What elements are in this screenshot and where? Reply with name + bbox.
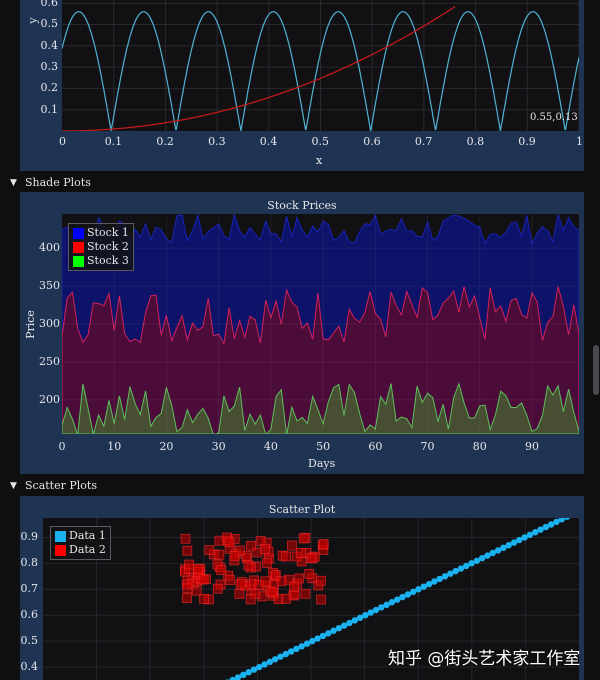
legend-item-stock-2[interactable]: Stock 2 <box>73 240 129 254</box>
y-tick-label: 0.6 <box>20 608 39 622</box>
scatter-plot-frame: Scatter Plot Data 1 Data 2 0.4 0.5 0.6 0.7 0… <box>20 496 584 680</box>
y-tick-label: 0.2 <box>40 81 59 95</box>
line-plot-frame: 0.55,0.13 0 0.1 0.2 0.3 0.4 0.5 0.6 0.7 0.8 0.9 1 … <box>20 0 584 171</box>
y-tick-label: 0.3 <box>40 60 59 74</box>
scatter-plots-header[interactable]: ▼ Scatter Plots <box>0 477 592 495</box>
x-tick-label: 20 <box>159 440 174 453</box>
legend-item-data-1[interactable]: Data 1 <box>55 529 106 543</box>
legend-item-data-2[interactable]: Data 2 <box>55 543 106 557</box>
x-tick-label: 50 <box>316 440 331 453</box>
x-tick-label: 0.1 <box>104 135 123 148</box>
x-tick-label: 30 <box>211 440 226 453</box>
x-tick-label: 0.2 <box>156 135 174 148</box>
x-tick-label: 0 <box>59 135 66 148</box>
shade-plots-header[interactable]: ▼ Shade Plots <box>0 174 592 192</box>
shade-plot-area[interactable] <box>62 214 579 434</box>
scrollbar-thumb[interactable] <box>593 345 599 395</box>
cursor-coordinates-label: 0.55,0.13 <box>530 112 578 123</box>
watermark: 知乎 @街头艺术家工作室 <box>388 649 581 669</box>
legend-swatch <box>73 241 84 253</box>
legend-item-stock-3[interactable]: Stock 3 <box>73 254 129 268</box>
y-tick-label: 0.4 <box>20 660 39 674</box>
y-tick-label: 300 <box>39 317 60 330</box>
x-tick-label: 0.5 <box>311 135 330 148</box>
y-tick-label: 250 <box>39 354 60 368</box>
x-tick-label: 90 <box>525 440 539 453</box>
y-tick-label: 0.5 <box>20 634 39 648</box>
y-tick-label: 0.1 <box>40 102 59 116</box>
shade-plot-frame: Stock Prices Stock 1 Stock 2 Stock 3 0 10… <box>20 192 584 474</box>
x-tick-label: 60 <box>368 440 383 453</box>
shade-plot-title: Stock Prices <box>267 199 337 212</box>
y-axis-label: y <box>26 17 40 24</box>
y-tick-label: 0.5 <box>40 17 59 31</box>
x-axis-label: Days <box>308 457 336 470</box>
scatter-plot-area[interactable] <box>43 518 579 680</box>
x-tick-label: 0 <box>58 440 66 453</box>
y-tick-label: 200 <box>39 392 60 406</box>
x-tick-label: 0.3 <box>208 135 226 148</box>
triangle-down-icon: ▼ <box>10 178 17 188</box>
x-tick-label: 0.6 <box>363 135 381 148</box>
vertical-scrollbar[interactable] <box>590 0 600 680</box>
y-tick-label: 350 <box>39 279 60 293</box>
triangle-down-icon: ▼ <box>10 481 17 491</box>
line-plot-area[interactable] <box>62 0 579 131</box>
x-tick-label: 0.7 <box>414 135 433 148</box>
x-tick-label: 0.9 <box>518 135 536 148</box>
x-tick-label: 0.8 <box>466 135 485 148</box>
legend-item-stock-1[interactable]: Stock 1 <box>73 226 129 240</box>
y-tick-label: 0.4 <box>40 38 59 52</box>
legend-swatch <box>73 227 84 239</box>
y-tick-label: 0.6 <box>40 0 59 10</box>
y-tick-label: 400 <box>39 241 60 255</box>
x-tick-label: 10 <box>107 440 122 453</box>
y-tick-label: 0.9 <box>20 530 39 544</box>
y-tick-label: 0.7 <box>20 582 39 596</box>
legend-swatch <box>55 530 66 542</box>
legend-swatch <box>55 544 66 556</box>
scatter-plot-legend: Data 1 Data 2 <box>50 526 111 560</box>
x-tick-label: 80 <box>472 440 487 453</box>
x-axis-label: x <box>316 154 323 167</box>
x-tick-label: 40 <box>263 440 278 453</box>
y-tick-label: 0.8 <box>20 556 39 570</box>
legend-swatch <box>73 255 84 267</box>
shade-plot-legend: Stock 1 Stock 2 Stock 3 <box>68 223 134 271</box>
y-axis-label: Price <box>23 310 37 339</box>
x-tick-label: 0.4 <box>259 135 278 148</box>
scatter-plot-title: Scatter Plot <box>268 503 336 516</box>
x-tick-label: 1 <box>576 135 583 148</box>
x-tick-label: 70 <box>420 440 435 453</box>
